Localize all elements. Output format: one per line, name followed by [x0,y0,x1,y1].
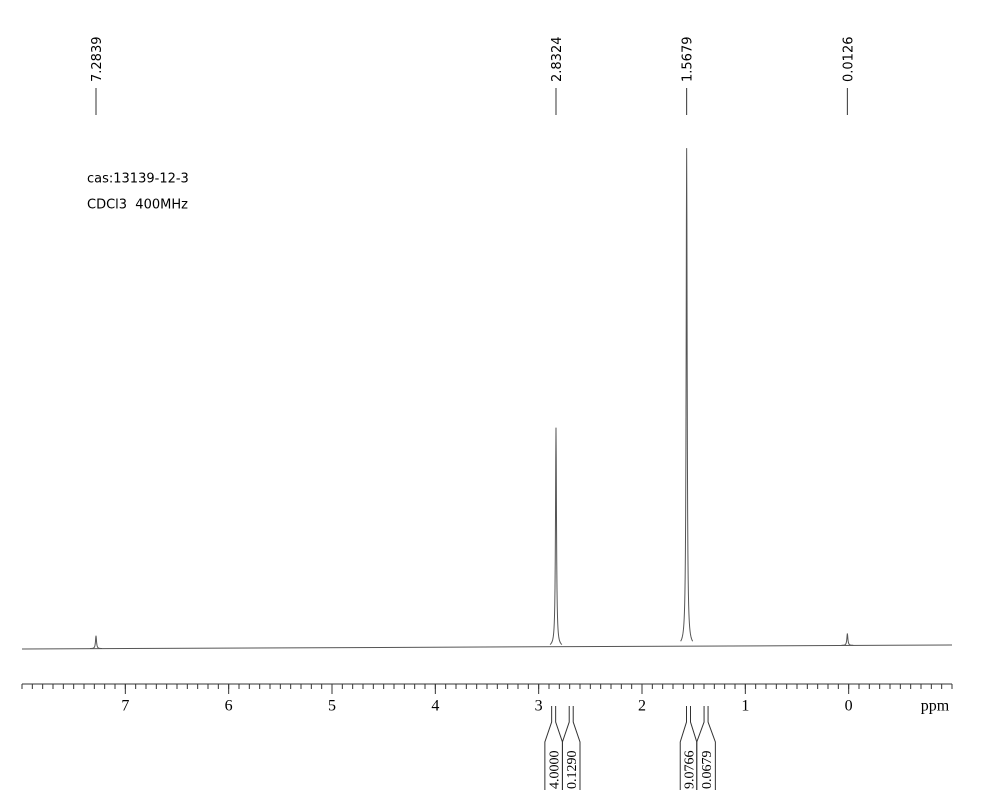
x-tick-label: 6 [225,698,233,715]
integral-bracket [707,706,716,790]
peak [89,635,103,650]
peak [680,148,694,642]
integral-bracket [544,706,553,790]
integral-label: 9.0766 [683,751,698,790]
x-tick-label: 3 [535,698,543,715]
integral-label: 4.0000 [548,751,563,790]
peak-label: 7.2839 [90,37,105,83]
annotation: cas:13139-12-3 [87,172,189,187]
annotation: CDCl3 400MHz [87,198,188,213]
integral-bracket [561,706,570,790]
baseline [21,644,953,650]
x-tick-label: 2 [638,698,646,715]
x-tick-label: 0 [845,698,853,715]
peak-label: 1.5679 [681,37,696,83]
peak [841,633,854,646]
x-tick-label: 1 [741,698,749,715]
integral-bracket [679,706,687,790]
integral-bracket [572,706,581,790]
integral-label: 0.0679 [700,751,715,790]
integral-label: 0.1290 [565,751,580,790]
peak-label: 2.8324 [550,37,565,83]
x-axis-label: ppm [921,698,950,715]
peak [549,427,563,645]
x-tick-label: 5 [328,698,336,715]
x-tick-label: 4 [431,698,439,715]
integral-bracket [696,706,705,790]
x-tick-label: 7 [121,698,129,715]
peak-label: 0.0126 [841,37,856,83]
